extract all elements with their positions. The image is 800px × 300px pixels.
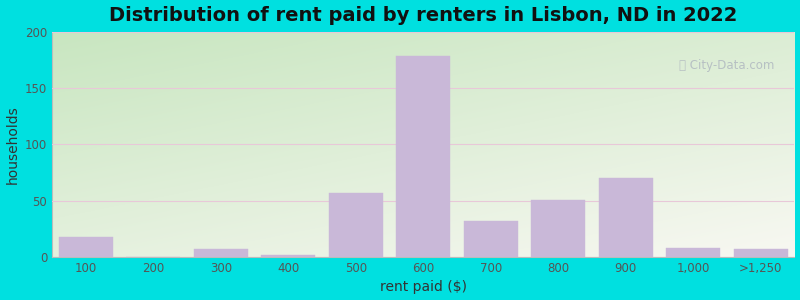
Bar <box>329 193 383 257</box>
Bar <box>262 255 315 257</box>
Bar <box>734 249 788 257</box>
Bar <box>194 249 248 257</box>
Bar <box>531 200 586 257</box>
X-axis label: rent paid ($): rent paid ($) <box>380 280 467 294</box>
Bar <box>464 221 518 257</box>
Bar <box>666 248 720 257</box>
Text: ⓘ City-Data.com: ⓘ City-Data.com <box>679 59 774 72</box>
Title: Distribution of rent paid by renters in Lisbon, ND in 2022: Distribution of rent paid by renters in … <box>109 6 738 25</box>
Bar <box>396 56 450 257</box>
Bar <box>598 178 653 257</box>
Bar <box>59 237 113 257</box>
Y-axis label: households: households <box>6 105 19 184</box>
